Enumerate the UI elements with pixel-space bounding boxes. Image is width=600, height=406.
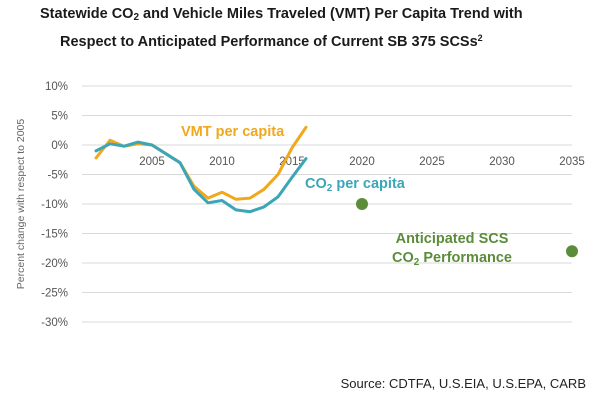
scs-point [566,245,578,258]
vmt-series-label: VMT per capita [181,124,285,140]
co2-series-line [94,140,308,214]
x-tick-label: 2035 [559,156,585,168]
x-tick-label: 2010 [209,156,235,168]
y-tick-label: -15% [41,229,68,241]
scs-point [356,198,368,210]
scs-annotation-line-1: Anticipated SCS [396,231,509,247]
source-note: Source: CDTFA, U.S.EIA, U.S.EPA, CARB [340,376,586,391]
y-tick-label: 5% [51,111,68,123]
x-tick-label: 2005 [139,156,165,168]
title-line-2: Respect to Anticipated Performance of Cu… [60,33,483,50]
y-axis-label: Percent change with respect to 2005 [15,119,27,290]
y-tick-label: -5% [48,170,68,182]
x-tick-label: 2025 [419,156,445,168]
y-tick-label: -20% [41,258,68,270]
title-line-1: Statewide CO2 and Vehicle Miles Traveled… [40,6,523,23]
y-tick-label: 10% [45,81,68,93]
scs-annotation-line-2: CO2 Performance [392,250,512,268]
y-tick-label: 0% [51,140,68,152]
y-tick-label: -25% [41,288,68,300]
y-tick-label: -10% [41,199,68,211]
x-tick-label: 2020 [349,156,375,168]
x-tick-label: 2030 [489,156,515,168]
chart-title: Statewide CO2 and Vehicle Miles Traveled… [0,4,600,52]
y-tick-label: -30% [41,317,68,329]
co2-series-label: CO2 per capita [305,176,406,194]
